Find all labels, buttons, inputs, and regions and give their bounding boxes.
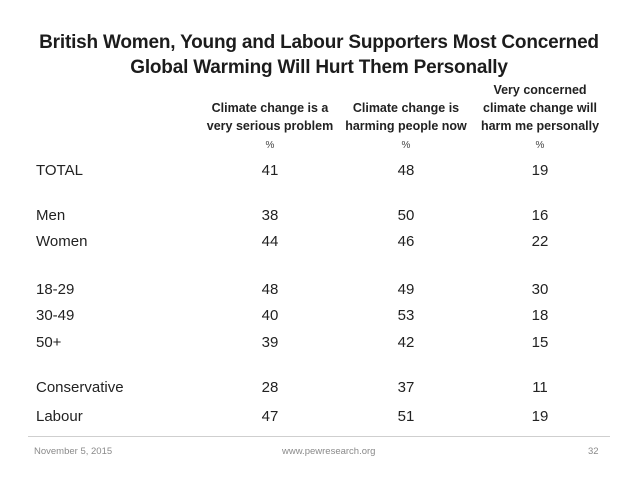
- column-header-harming-now: Climate change is harming people now: [345, 101, 467, 133]
- table-cell: 44: [261, 233, 279, 250]
- table-cell: 40: [261, 307, 279, 324]
- row-label: Conservative: [36, 379, 124, 396]
- table-cell: 49: [397, 281, 415, 298]
- title-line-1: British Women, Young and Labour Supporte…: [39, 32, 599, 53]
- table-cell: 11: [532, 379, 548, 396]
- table-cell: 16: [531, 207, 549, 224]
- row-label: Labour: [36, 408, 83, 425]
- column-unit-2: %: [401, 140, 411, 151]
- title-line-2: Global Warming Will Hurt Them Personally: [130, 57, 508, 78]
- table-cell: 51: [397, 408, 415, 425]
- table-cell: 48: [397, 162, 415, 179]
- table-cell: 46: [397, 233, 415, 250]
- row-label: Women: [36, 233, 88, 250]
- column-header-harm-me-personally: Very concerned climate change will harm …: [480, 83, 600, 133]
- table-cell: 41: [261, 162, 279, 179]
- table-cell: 28: [261, 379, 279, 396]
- table-cell: 15: [531, 334, 549, 351]
- row-label: 50+: [36, 334, 62, 351]
- footer-date: November 5, 2015: [34, 446, 113, 457]
- page-number: 32: [588, 446, 599, 457]
- table-cell: 50: [397, 207, 415, 224]
- row-label: 18-29: [36, 281, 75, 298]
- row-label: 30-49: [36, 307, 75, 324]
- table-cell: 42: [397, 334, 415, 351]
- table-cell: 39: [261, 334, 279, 351]
- row-label: Men: [36, 207, 66, 224]
- table-cell: 30: [531, 281, 549, 298]
- table-cell: 38: [261, 207, 279, 224]
- row-label: TOTAL: [36, 162, 83, 179]
- table-cell: 19: [531, 162, 549, 179]
- table-cell: 19: [531, 408, 549, 425]
- footer-divider: [28, 436, 610, 437]
- column-unit-3: %: [535, 140, 545, 151]
- table-cell: 48: [261, 281, 279, 298]
- table-cell: 22: [531, 233, 549, 250]
- column-header-serious-problem: Climate change is a very serious problem: [206, 101, 334, 133]
- table-cell: 37: [397, 379, 415, 396]
- table-cell: 47: [261, 408, 279, 425]
- footer-url[interactable]: www.pewresearch.org: [282, 446, 376, 457]
- column-unit-1: %: [265, 140, 275, 151]
- slide-title: British Women, Young and Labour Supporte…: [0, 30, 638, 80]
- table-cell: 53: [397, 307, 415, 324]
- table-cell: 18: [531, 307, 549, 324]
